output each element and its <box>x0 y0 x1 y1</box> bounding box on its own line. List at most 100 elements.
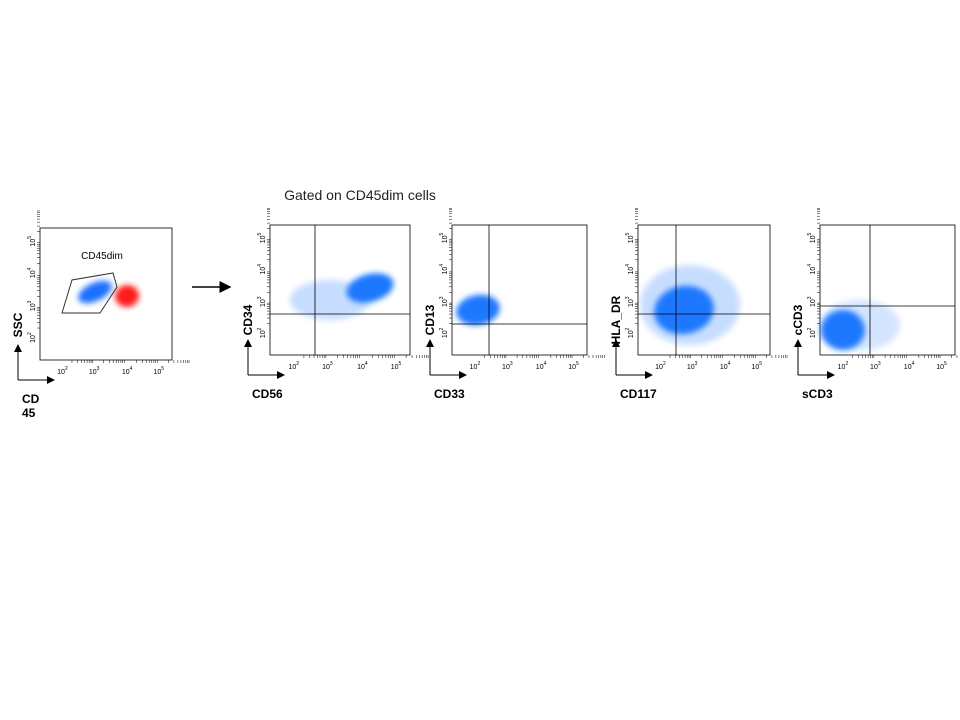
y-tick-label: 105 <box>439 232 449 243</box>
y-axis-label: CD13 <box>423 304 437 335</box>
y-tick: 102 <box>439 327 449 338</box>
x-tick-label: 105 <box>936 361 947 371</box>
y-tick-label: 102 <box>807 327 817 338</box>
tick-exponent: 5 <box>625 232 631 235</box>
tick-base: 10 <box>30 270 37 278</box>
tick-base: 10 <box>260 267 267 275</box>
tick-base: 10 <box>870 364 878 371</box>
tick-exponent: 4 <box>257 264 263 267</box>
tick-base: 10 <box>30 335 37 343</box>
y-tick: 102 <box>807 327 817 338</box>
y-tick: 102 <box>257 327 267 338</box>
x-tick-label: 104 <box>536 361 547 371</box>
y-tick: 103 <box>625 296 635 307</box>
tick-base: 10 <box>810 235 817 243</box>
tick-exponent: 2 <box>257 327 263 330</box>
tick-base: 10 <box>752 364 760 371</box>
tick-base: 10 <box>30 303 37 311</box>
tick-base: 10 <box>628 235 635 243</box>
y-axis-label: HLA_DR <box>609 295 623 344</box>
gate-label: CD45dim <box>81 251 123 262</box>
gate <box>61 272 118 314</box>
x-tick-label: 104 <box>904 361 915 371</box>
tick-base: 10 <box>260 235 267 243</box>
y-tick-label: 102 <box>439 327 449 338</box>
y-tick: 105 <box>257 232 267 243</box>
plot-frame <box>451 224 588 356</box>
y-tick: 104 <box>27 267 37 278</box>
tick-exponent: 4 <box>912 361 915 367</box>
tick-base: 10 <box>810 299 817 307</box>
y-tick: 102 <box>625 327 635 338</box>
tick-exponent: 4 <box>439 264 445 267</box>
y-tick: 102 <box>27 332 37 343</box>
y-tick-label: 103 <box>625 296 635 307</box>
tick-base: 10 <box>322 364 330 371</box>
tick-exponent: 3 <box>257 296 263 299</box>
event-cloud <box>78 280 112 304</box>
y-tick-label: 105 <box>257 232 267 243</box>
tick-exponent: 2 <box>27 332 33 335</box>
y-axis-label: SSC <box>11 312 25 337</box>
tick-exponent: 3 <box>625 296 631 299</box>
x-tick-label: 102 <box>289 361 300 371</box>
tick-base: 10 <box>391 364 399 371</box>
tick-exponent: 5 <box>439 232 445 235</box>
tick-exponent: 2 <box>625 327 631 330</box>
tick-base: 10 <box>89 369 97 376</box>
tick-exponent: 5 <box>399 361 402 367</box>
tick-base: 10 <box>838 364 846 371</box>
event-cloud <box>640 265 740 345</box>
x-axis-label: sCD3 <box>802 387 833 401</box>
tick-exponent: 4 <box>807 264 813 267</box>
tick-exponent: 5 <box>576 361 579 367</box>
tick-base: 10 <box>904 364 912 371</box>
tick-exponent: 5 <box>161 366 164 372</box>
tick-base: 10 <box>687 364 695 371</box>
tick-exponent: 2 <box>65 366 68 372</box>
tick-base: 10 <box>122 369 130 376</box>
tick-exponent: 4 <box>365 361 368 367</box>
tick-base: 10 <box>470 364 478 371</box>
x-tick-label: 102 <box>57 366 68 376</box>
tick-base: 10 <box>936 364 944 371</box>
tick-exponent: 3 <box>330 361 333 367</box>
x-axis-label: CD45 <box>22 392 40 420</box>
tick-exponent: 3 <box>695 361 698 367</box>
tick-base: 10 <box>260 330 267 338</box>
y-tick-label: 104 <box>807 264 817 275</box>
x-tick-label: 105 <box>568 361 579 371</box>
tick-exponent: 3 <box>439 296 445 299</box>
tick-exponent: 2 <box>296 361 299 367</box>
x-tick-label: 102 <box>838 361 849 371</box>
tick-base: 10 <box>628 299 635 307</box>
tick-base: 10 <box>810 330 817 338</box>
y-tick: 104 <box>625 264 635 275</box>
event-cloud <box>820 300 900 350</box>
y-tick: 105 <box>27 236 37 247</box>
tick-exponent: 2 <box>439 327 445 330</box>
event-cloud <box>290 280 370 320</box>
tick-exponent: 5 <box>807 232 813 235</box>
tick-exponent: 4 <box>625 264 631 267</box>
tick-base: 10 <box>628 267 635 275</box>
y-tick-label: 105 <box>27 236 37 247</box>
tick-base: 10 <box>357 364 365 371</box>
y-axis-label: cCD3 <box>791 304 805 335</box>
y-tick-label: 104 <box>625 264 635 275</box>
tick-base: 10 <box>536 364 544 371</box>
x-tick-label: 105 <box>752 361 763 371</box>
tick-base: 10 <box>289 364 297 371</box>
x-tick-label: 102 <box>470 361 481 371</box>
tick-base: 10 <box>810 267 817 275</box>
x-axis-label: CD33 <box>434 387 465 401</box>
tick-exponent: 5 <box>257 232 263 235</box>
tick-exponent: 3 <box>510 361 513 367</box>
y-tick-label: 104 <box>257 264 267 275</box>
tick-base: 10 <box>57 369 65 376</box>
y-tick: 103 <box>439 296 449 307</box>
tick-exponent: 4 <box>544 361 547 367</box>
tick-base: 10 <box>720 364 728 371</box>
tick-base: 10 <box>442 267 449 275</box>
